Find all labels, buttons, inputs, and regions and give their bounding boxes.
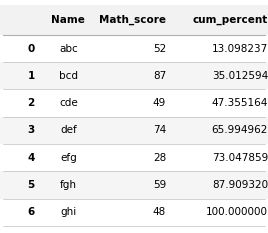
Text: 4: 4 xyxy=(27,153,35,163)
Text: 100.000000: 100.000000 xyxy=(206,207,268,217)
Text: 35.012594: 35.012594 xyxy=(212,71,268,81)
Text: 65.994962: 65.994962 xyxy=(212,125,268,135)
Bar xyxy=(0,199,268,226)
Text: 5: 5 xyxy=(28,180,35,190)
Text: ghi: ghi xyxy=(60,207,76,217)
Bar xyxy=(0,171,268,199)
Text: 48: 48 xyxy=(153,207,166,217)
Text: def: def xyxy=(60,125,77,135)
Bar xyxy=(0,5,268,35)
Text: 6: 6 xyxy=(28,207,35,217)
Text: 0: 0 xyxy=(28,44,35,54)
Text: 49: 49 xyxy=(153,98,166,108)
Bar xyxy=(0,89,268,117)
Text: 28: 28 xyxy=(153,153,166,163)
Text: efg: efg xyxy=(60,153,77,163)
Bar xyxy=(0,144,268,171)
Text: abc: abc xyxy=(59,44,78,54)
Text: 13.098237: 13.098237 xyxy=(212,44,268,54)
Text: 52: 52 xyxy=(153,44,166,54)
Text: cum_percent: cum_percent xyxy=(193,15,268,25)
Text: Math_score: Math_score xyxy=(99,15,166,25)
Bar xyxy=(0,117,268,144)
Text: 2: 2 xyxy=(28,98,35,108)
Text: fgh: fgh xyxy=(60,180,77,190)
Text: 3: 3 xyxy=(28,125,35,135)
Text: Name: Name xyxy=(51,15,85,25)
Text: 74: 74 xyxy=(153,125,166,135)
Bar xyxy=(0,35,268,62)
Text: 87.909320: 87.909320 xyxy=(212,180,268,190)
Text: 87: 87 xyxy=(153,71,166,81)
Text: 47.355164: 47.355164 xyxy=(212,98,268,108)
Text: bcd: bcd xyxy=(59,71,78,81)
Text: 59: 59 xyxy=(153,180,166,190)
Bar xyxy=(0,62,268,89)
Text: cde: cde xyxy=(59,98,78,108)
Text: 1: 1 xyxy=(28,71,35,81)
Text: 73.047859: 73.047859 xyxy=(212,153,268,163)
